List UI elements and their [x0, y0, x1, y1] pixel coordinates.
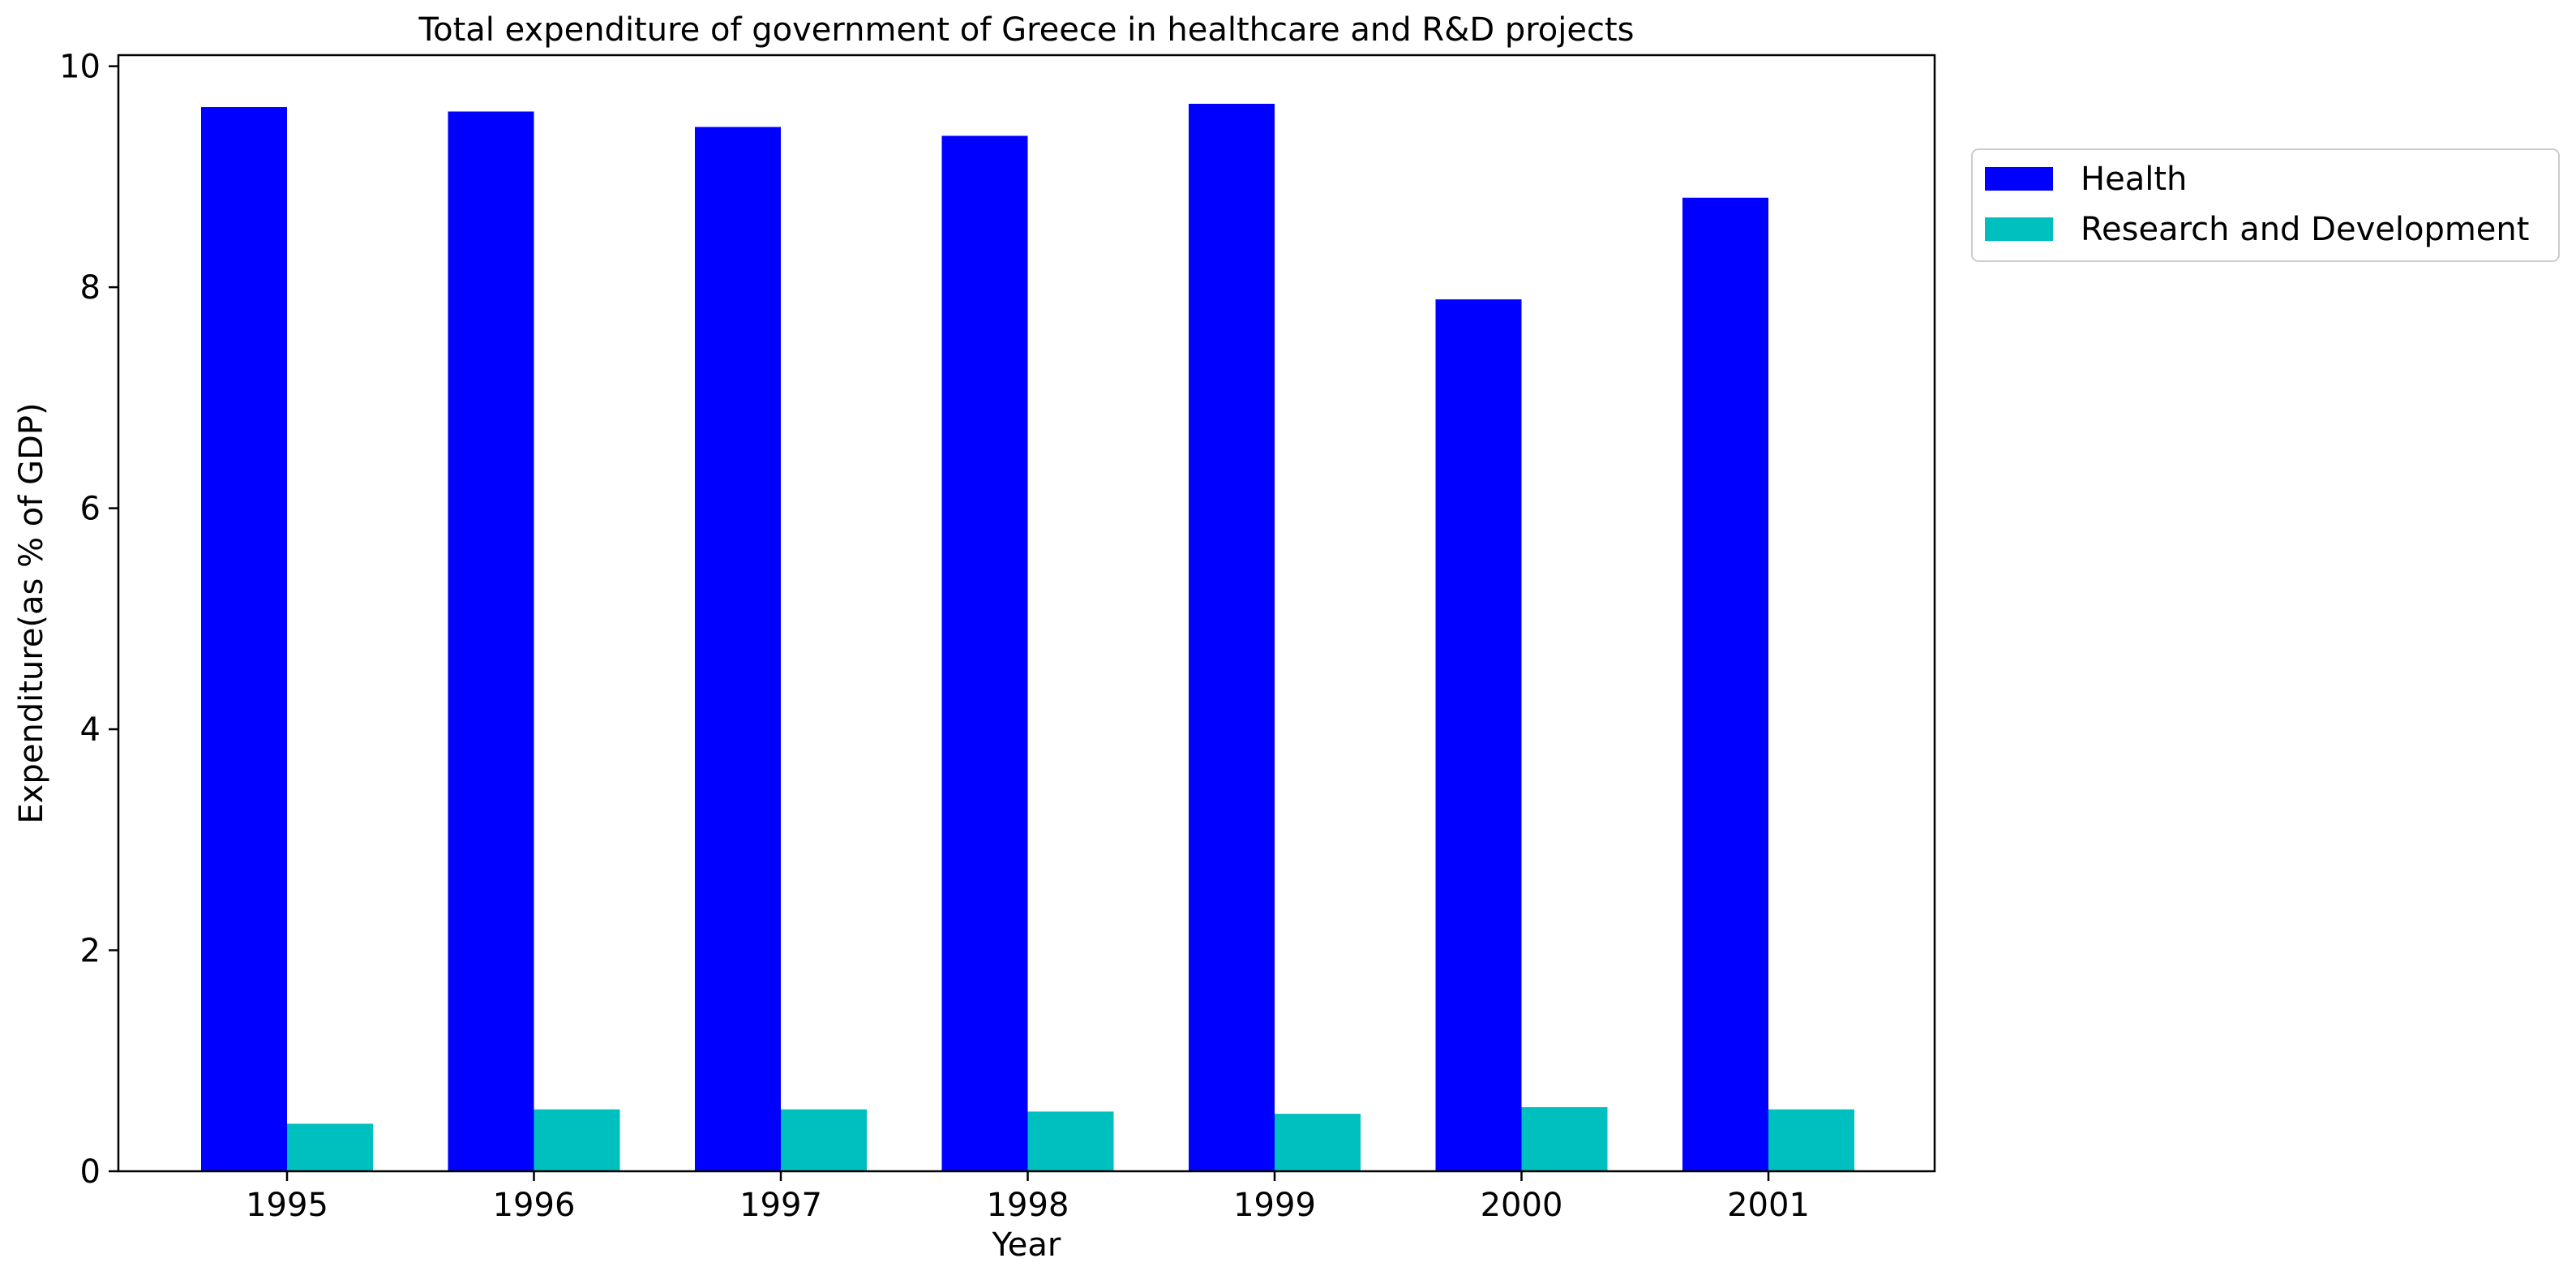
y-axis-label: Expenditure(as % of GDP)	[13, 402, 50, 823]
y-axis: 0 2 4 6 8 10	[59, 49, 118, 1191]
x-tick-label-1999: 1999	[1233, 1187, 1316, 1224]
bar-health-1999	[1189, 103, 1275, 1171]
bar-research-and-development-2000	[1521, 1106, 1608, 1171]
bar-health-2001	[1682, 197, 1768, 1171]
y-tick-label-0: 0	[80, 1153, 101, 1191]
legend-label-research-and-development: Research and Development	[2081, 211, 2529, 248]
x-tick-label-1996: 1996	[493, 1187, 576, 1224]
legend: Health Research and Development	[1971, 148, 2560, 262]
chart-title: Total expenditure of government of Greec…	[418, 11, 1634, 49]
x-axis: 1995 1996 1997 1998 1999 2000 2001	[246, 1171, 1810, 1224]
x-tick-label-1997: 1997	[739, 1187, 822, 1224]
bar-health-1998	[941, 135, 1028, 1171]
x-tick-label-1998: 1998	[987, 1187, 1069, 1224]
bar-research-and-development-2001	[1768, 1109, 1854, 1171]
bar-health-2000	[1435, 299, 1522, 1171]
x-axis-label: Year	[992, 1226, 1061, 1264]
bar-research-and-development-1997	[781, 1109, 867, 1171]
legend-frame	[1971, 148, 2560, 262]
y-tick-label-6: 6	[80, 491, 101, 528]
x-tick-label-2000: 2000	[1481, 1187, 1563, 1224]
bar-research-and-development-1995	[287, 1123, 373, 1171]
x-tick-label-2001: 2001	[1727, 1187, 1810, 1224]
y-tick-label-4: 4	[80, 711, 101, 749]
y-tick-label-8: 8	[80, 269, 101, 307]
bar-health-1996	[448, 111, 534, 1171]
bar-health-1995	[201, 107, 287, 1171]
legend-swatch-health	[1985, 167, 2053, 191]
bars-layer	[201, 103, 1854, 1172]
bar-research-and-development-1998	[1027, 1111, 1114, 1171]
legend-swatch-research-and-development	[1985, 217, 2053, 241]
plot-frame	[117, 54, 1936, 1173]
x-tick-label-1995: 1995	[246, 1187, 328, 1224]
y-tick-label-10: 10	[59, 49, 101, 86]
y-tick-label-2: 2	[80, 933, 101, 970]
legend-label-health: Health	[2081, 161, 2187, 198]
bar-research-and-development-1999	[1275, 1114, 1361, 1171]
bar-health-1997	[695, 127, 781, 1172]
bar-research-and-development-1996	[534, 1109, 620, 1171]
